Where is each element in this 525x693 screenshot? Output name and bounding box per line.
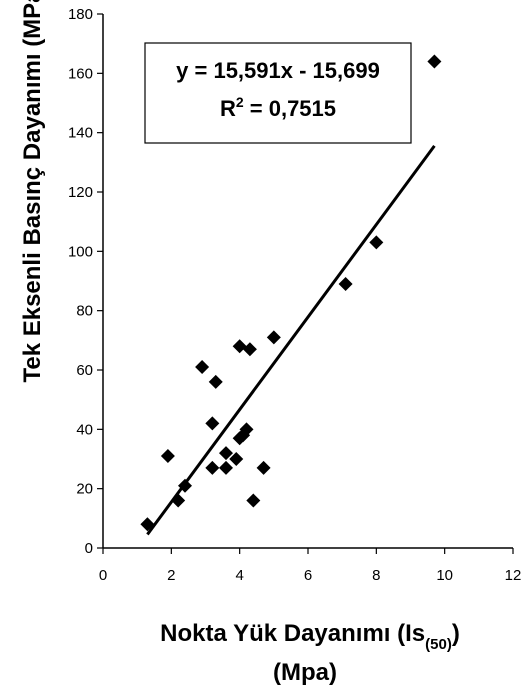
data-point [205,460,220,475]
r2-value: = 0,7515 [244,96,336,121]
x-axis-title: Nokta Yük Dayanımı (Is(50)) [160,620,460,653]
trendline [146,145,436,536]
data-point [232,339,247,354]
data-point [208,374,223,389]
x-axis-title-main: Nokta Yük Dayanımı (Is [160,620,425,647]
x-axis-title-subscript: (50) [425,636,452,653]
y-ticks: 0 20 40 60 80 100 120 140 160 180 [68,6,103,557]
data-point [229,452,244,466]
data-point [195,360,210,375]
x-axis-title-close: ) [452,620,460,647]
x-axis-title-unit: (Mpa) [273,659,337,686]
x-tick-label: 4 [235,567,243,584]
y-tick-label: 140 [68,125,93,142]
x-tick-label: 6 [304,567,312,584]
r2-prefix: R [220,96,236,121]
y-tick-label: 180 [68,6,93,23]
x-tick-label: 8 [372,567,380,584]
plot-area: 0 20 40 60 80 100 120 140 160 180 0 2 4 6 8 10 12 [68,6,521,584]
data-point [239,422,254,437]
y-tick-label: 120 [68,184,93,201]
trendline-equation: y = 15,591x - 15,699 [176,58,380,83]
data-point [242,342,257,357]
equation-box: y = 15,591x - 15,699 R2 = 0,7515 [144,42,412,144]
y-tick-label: 160 [68,65,93,82]
data-point [266,330,281,345]
data-point [369,235,384,250]
data-point [256,460,271,475]
x-ticks: 0 2 4 6 8 10 12 [99,548,522,584]
data-point [205,416,220,431]
y-tick-label: 60 [76,362,93,379]
y-tick-label: 20 [76,481,93,498]
y-tick-label: 100 [68,243,93,260]
x-tick-label: 10 [436,567,453,584]
data-point [219,446,233,461]
y-tick-label: 40 [76,421,93,438]
y-tick-label: 80 [76,303,93,320]
x-tick-label: 2 [167,567,175,584]
data-point [427,54,442,69]
r2-superscript: 2 [236,94,244,110]
x-tick-label: 12 [505,567,522,584]
data-point [338,276,353,291]
x-tick-label: 0 [99,567,107,584]
r-squared-label: R2 = 0,7515 [220,94,336,121]
y-axis-title: Tek Eksenli Basınç Dayanımı (MPa) [19,0,46,383]
data-point [160,449,175,464]
y-tick-label: 0 [85,540,93,557]
data-point [246,493,261,508]
data-point [219,460,233,475]
